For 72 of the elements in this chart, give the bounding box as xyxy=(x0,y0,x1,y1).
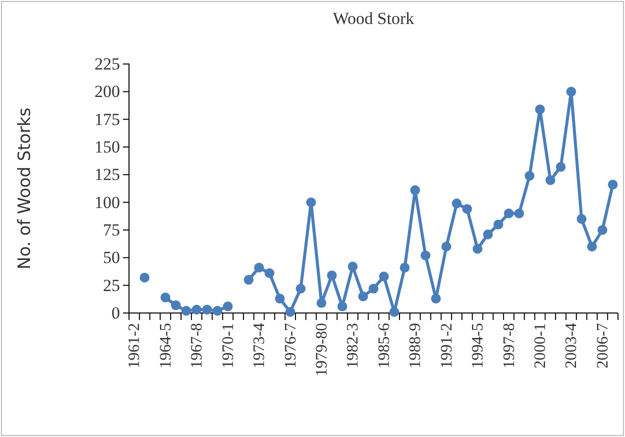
y-tick-label: 175 xyxy=(94,110,120,129)
point xyxy=(264,268,274,278)
point xyxy=(504,208,514,218)
x-tick-label: 1985-6 xyxy=(376,323,393,368)
x-tick-label: 1997-8 xyxy=(500,323,518,368)
y-tick-label: 150 xyxy=(94,137,120,156)
point xyxy=(212,306,222,316)
x-tick-label: 2006-7 xyxy=(594,323,612,368)
point xyxy=(192,304,202,315)
point xyxy=(379,272,389,282)
x-tick-label: 2000-1 xyxy=(532,323,549,368)
x-tick-label: 1979-80 xyxy=(313,323,330,376)
point xyxy=(556,162,566,172)
point xyxy=(608,180,618,190)
point xyxy=(285,307,296,317)
y-tick-label: 225 xyxy=(94,54,120,74)
x-tick-label: 2003-4 xyxy=(563,323,580,368)
y-tick-label: 125 xyxy=(94,165,120,184)
y-tick-label: 75 xyxy=(103,220,120,240)
point xyxy=(337,301,348,312)
point xyxy=(348,262,358,272)
point xyxy=(535,104,545,114)
x-tick-label: 1994-5 xyxy=(470,323,487,368)
x-tick-label: 1964-5 xyxy=(157,323,174,368)
point xyxy=(296,284,306,294)
point xyxy=(326,270,337,280)
y-tick-label: 100 xyxy=(94,192,120,212)
x-tick-label: 1976-7 xyxy=(282,323,300,368)
point xyxy=(222,301,233,312)
point xyxy=(524,170,534,181)
point xyxy=(483,230,493,240)
point xyxy=(441,242,452,252)
point xyxy=(598,225,608,235)
point xyxy=(566,86,576,97)
point xyxy=(244,274,254,285)
x-tick-label: 1967-8 xyxy=(188,323,206,368)
point xyxy=(368,284,378,294)
point xyxy=(389,307,400,317)
chart-title: Wood Stork xyxy=(332,9,415,28)
point xyxy=(306,197,316,208)
point xyxy=(400,262,410,273)
point xyxy=(410,185,420,196)
point xyxy=(274,294,285,304)
point xyxy=(472,244,482,254)
point xyxy=(316,298,326,308)
point xyxy=(493,220,504,230)
x-tick-label: 1961-2 xyxy=(126,323,144,368)
point xyxy=(181,306,192,316)
point xyxy=(254,262,264,273)
point xyxy=(545,175,556,186)
point xyxy=(170,300,181,310)
x-tick-label: 1991-2 xyxy=(438,323,456,368)
point xyxy=(576,214,586,224)
y-axis-title: No. of Wood Storks xyxy=(15,107,35,270)
point xyxy=(514,208,524,218)
point xyxy=(420,250,430,260)
point xyxy=(431,294,441,304)
y-tick-label: 50 xyxy=(103,248,120,268)
x-tick-label: 1970-1 xyxy=(220,323,237,368)
y-tick-label: 200 xyxy=(94,82,120,102)
y-tick-label: 25 xyxy=(103,276,120,295)
point xyxy=(452,198,462,208)
point xyxy=(587,242,597,252)
x-tick-label: 1988-9 xyxy=(407,323,424,368)
point xyxy=(160,292,170,302)
x-tick-label: 1982-3 xyxy=(344,323,362,368)
point xyxy=(140,272,150,282)
x-tick-label: 1973-4 xyxy=(251,323,268,368)
point xyxy=(462,204,472,214)
y-tick-label: 0 xyxy=(112,303,120,322)
point xyxy=(358,292,368,302)
point xyxy=(202,304,212,315)
